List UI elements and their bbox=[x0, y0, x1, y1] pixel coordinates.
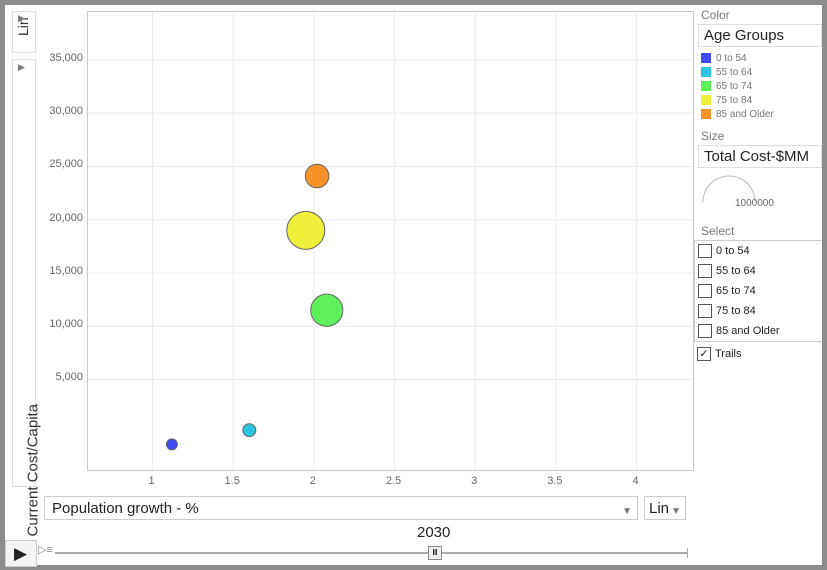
legend-label: 65 to 74 bbox=[716, 80, 753, 92]
trails-toggle[interactable]: ✓ Trails bbox=[694, 344, 822, 364]
select-checkbox[interactable] bbox=[698, 284, 712, 298]
bubble-0-to-54[interactable] bbox=[165, 438, 178, 451]
y-tick-label: 25,000 bbox=[49, 158, 83, 171]
x-tick-label: 3 bbox=[471, 475, 478, 487]
legend-swatch bbox=[701, 109, 711, 119]
legend-label: 85 and Older bbox=[716, 108, 774, 120]
y-scale-arrow-icon: ▶ bbox=[18, 13, 25, 23]
legend-label: 55 to 64 bbox=[716, 66, 753, 78]
select-item[interactable]: 85 and Older bbox=[695, 321, 822, 341]
bubble-55-to-64[interactable] bbox=[242, 423, 257, 438]
x-tick-label: 1.5 bbox=[224, 475, 240, 487]
x-axis-dropdown-icon: ▼ bbox=[622, 506, 632, 517]
y-tick-label: 30,000 bbox=[49, 105, 83, 118]
scatter-plot bbox=[88, 12, 693, 470]
color-legend: 0 to 54 55 to 64 65 to 74 75 to 84 85 and Ol… bbox=[694, 47, 822, 121]
legend-item: 85 and Older bbox=[694, 107, 822, 121]
x-tick-label: 2.5 bbox=[385, 475, 402, 487]
select-title: Select bbox=[701, 224, 735, 238]
select-item[interactable]: 55 to 64 bbox=[695, 261, 822, 281]
legend-item: 65 to 74 bbox=[694, 79, 822, 93]
size-selector[interactable]: Total Cost-$MM bbox=[698, 145, 822, 168]
x-tick-label: 3.5 bbox=[547, 475, 563, 487]
x-scale-toggle[interactable]: Lin ▼ bbox=[644, 496, 686, 520]
control-panel: Color Age Groups 0 to 54 55 to 64 65 to 74… bbox=[694, 5, 822, 565]
size-title: Size bbox=[701, 129, 725, 143]
legend-swatch bbox=[701, 53, 711, 63]
legend-item: 0 to 54 bbox=[694, 51, 822, 65]
legend-label: 75 to 84 bbox=[716, 94, 753, 106]
motion-chart: Lin ▶ ▶ Current Cost/Capita 5,000 10,000 1… bbox=[5, 5, 822, 567]
select-item-label: 0 to 54 bbox=[716, 245, 750, 257]
legend-item: 55 to 64 bbox=[694, 65, 822, 79]
select-item[interactable]: 0 to 54 bbox=[695, 241, 822, 261]
select-item-label: 85 and Older bbox=[716, 325, 780, 337]
select-list: 0 to 54 55 to 64 65 to 74 75 to 84 85 and Ol… bbox=[694, 240, 822, 342]
select-item-label: 75 to 84 bbox=[716, 305, 756, 317]
time-slider-thumb[interactable]: Ⅲ bbox=[428, 546, 442, 560]
select-checkbox[interactable] bbox=[698, 264, 712, 278]
legend-swatch bbox=[701, 67, 711, 77]
time-slider-track[interactable] bbox=[55, 552, 687, 554]
size-legend: 1000000 bbox=[694, 168, 822, 220]
speed-icon[interactable]: ▷≡ bbox=[38, 544, 53, 556]
select-checkbox[interactable] bbox=[698, 304, 712, 318]
y-axis-selector[interactable]: ▶ Current Cost/Capita bbox=[12, 59, 42, 537]
x-scale-label: Lin bbox=[649, 500, 670, 517]
legend-swatch bbox=[701, 95, 711, 105]
y-scale-toggle[interactable]: Lin ▶ bbox=[12, 11, 36, 53]
y-axis-title: Current Cost/Capita bbox=[24, 403, 42, 537]
select-item[interactable]: 65 to 74 bbox=[695, 281, 822, 301]
x-axis-title: Population growth - % bbox=[52, 500, 199, 517]
legend-label: 0 to 54 bbox=[716, 52, 747, 64]
bubble-85-and-older[interactable] bbox=[304, 163, 330, 189]
x-tick-label: 2 bbox=[309, 475, 316, 487]
y-tick-label: 20,000 bbox=[49, 211, 83, 224]
x-tick-label: 4 bbox=[632, 475, 639, 487]
y-tick-label: 15,000 bbox=[49, 264, 83, 277]
x-axis-selector[interactable]: Population growth - % ▼ bbox=[44, 496, 638, 520]
play-button[interactable]: ▶ bbox=[5, 540, 37, 567]
trails-checkbox[interactable]: ✓ bbox=[697, 347, 711, 361]
bubble-65-to-74[interactable] bbox=[310, 293, 344, 327]
size-legend-value: 1000000 bbox=[735, 198, 774, 209]
year-label: 2030 bbox=[417, 524, 451, 541]
legend-item: 75 to 84 bbox=[694, 93, 822, 107]
color-selector[interactable]: Age Groups bbox=[698, 24, 822, 47]
plot-area[interactable] bbox=[87, 11, 694, 471]
select-checkbox[interactable] bbox=[698, 324, 712, 338]
color-title: Color bbox=[701, 8, 730, 22]
select-item[interactable]: 75 to 84 bbox=[695, 301, 822, 321]
y-tick-label: 5,000 bbox=[55, 371, 83, 384]
legend-swatch bbox=[701, 81, 711, 91]
bubble-75-to-84[interactable] bbox=[286, 210, 326, 250]
select-item-label: 65 to 74 bbox=[716, 285, 756, 297]
trails-label: Trails bbox=[715, 348, 742, 360]
size-legend-arc bbox=[702, 175, 756, 203]
x-scale-dropdown-icon: ▼ bbox=[671, 506, 681, 517]
select-checkbox[interactable] bbox=[698, 244, 712, 258]
slider-end-tick bbox=[687, 548, 688, 558]
y-tick-label: 35,000 bbox=[49, 51, 83, 64]
select-item-label: 55 to 64 bbox=[716, 265, 756, 277]
play-icon: ▶ bbox=[14, 544, 28, 563]
y-tick-label: 10,000 bbox=[49, 318, 83, 331]
x-tick-label: 1 bbox=[148, 475, 155, 487]
y-axis-arrow-icon: ▶ bbox=[18, 62, 25, 72]
